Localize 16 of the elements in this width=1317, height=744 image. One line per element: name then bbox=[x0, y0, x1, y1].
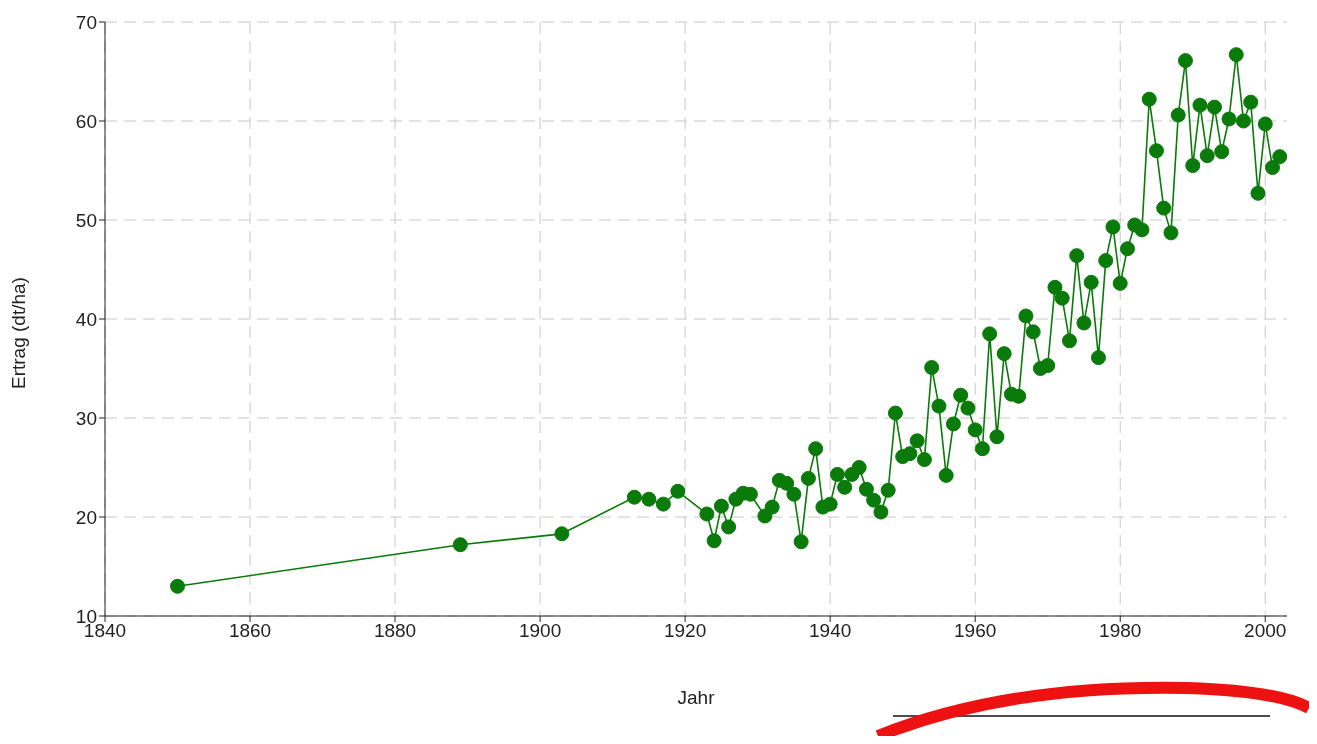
x-axis-title: Jahr bbox=[677, 687, 716, 708]
x-tick-label: 2000 bbox=[1244, 620, 1287, 642]
x-tick-label: 1960 bbox=[954, 620, 997, 642]
y-tick-label: 50 bbox=[75, 209, 97, 231]
x-tick-label: 1880 bbox=[373, 620, 417, 642]
y-tick-label: 70 bbox=[75, 11, 97, 33]
y-tick-label: 40 bbox=[75, 308, 97, 330]
y-axis-title: Ertrag (dt/ha) bbox=[7, 277, 29, 389]
y-tick-label: 20 bbox=[75, 506, 97, 528]
x-tick-label: 1920 bbox=[663, 620, 707, 642]
y-tick-label: 60 bbox=[75, 110, 97, 132]
y-tick-label: 30 bbox=[75, 407, 97, 429]
x-tick-label: 1980 bbox=[1099, 620, 1142, 642]
x-tick-label: 1900 bbox=[518, 620, 562, 642]
x-tick-label: 1860 bbox=[228, 620, 272, 642]
x-tick-label: 1940 bbox=[809, 620, 852, 642]
